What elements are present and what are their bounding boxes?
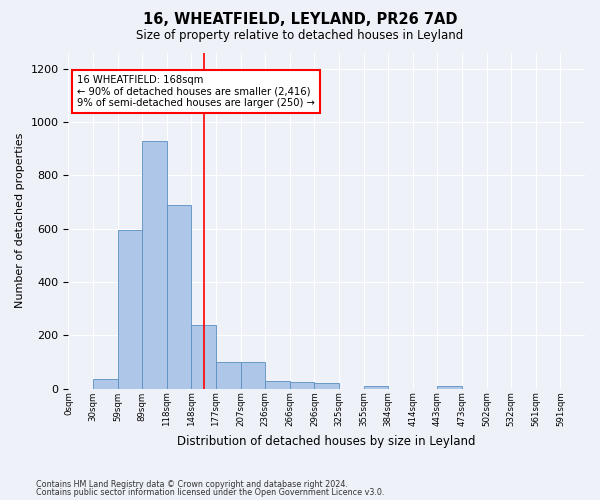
Text: Size of property relative to detached houses in Leyland: Size of property relative to detached ho… [136,29,464,42]
Bar [93,379,118,388]
Text: Contains HM Land Registry data © Crown copyright and database right 2024.: Contains HM Land Registry data © Crown c… [36,480,348,489]
Text: 16, WHEATFIELD, LEYLAND, PR26 7AD: 16, WHEATFIELD, LEYLAND, PR26 7AD [143,12,457,28]
Y-axis label: Number of detached properties: Number of detached properties [15,133,25,308]
Text: Contains public sector information licensed under the Open Government Licence v3: Contains public sector information licen… [36,488,385,497]
Bar [167,204,191,388]
Bar [142,140,167,388]
Bar [314,383,339,388]
Bar [290,382,314,388]
Bar [364,386,388,388]
Bar [216,362,241,388]
Bar [191,324,216,388]
X-axis label: Distribution of detached houses by size in Leyland: Distribution of detached houses by size … [178,434,476,448]
Text: 16 WHEATFIELD: 168sqm
← 90% of detached houses are smaller (2,416)
9% of semi-de: 16 WHEATFIELD: 168sqm ← 90% of detached … [77,75,315,108]
Bar [118,230,142,388]
Bar [265,380,290,388]
Bar [437,386,462,388]
Bar [241,362,265,388]
